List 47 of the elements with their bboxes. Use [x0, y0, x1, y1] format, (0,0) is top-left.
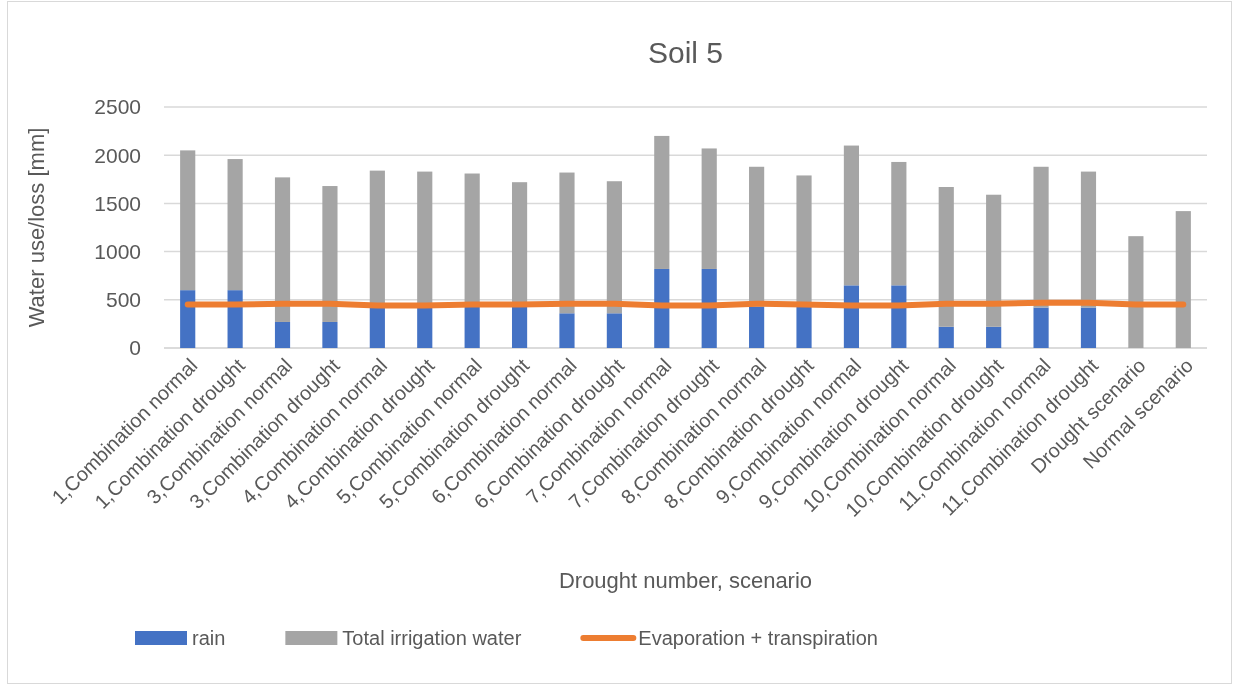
bar	[891, 285, 907, 348]
x-axis-title: Drought number, scenario	[558, 567, 813, 593]
bar	[701, 268, 717, 348]
bar	[606, 313, 622, 348]
bar	[464, 306, 480, 348]
bar	[606, 181, 622, 314]
bar	[322, 186, 338, 322]
bar	[274, 177, 291, 322]
bar	[1175, 211, 1191, 348]
y-tick-label: 500	[105, 288, 141, 312]
y-tick-label: 0	[129, 336, 141, 360]
y-tick-label: 2500	[94, 95, 141, 119]
legend-label: Total irrigation water	[342, 627, 522, 649]
y-tick-label: 1500	[94, 191, 141, 215]
legend-label: rain	[192, 627, 226, 649]
bar	[1080, 171, 1097, 308]
bar	[322, 321, 338, 348]
bar	[1033, 166, 1049, 308]
bar	[749, 306, 765, 348]
bar	[417, 306, 433, 348]
bar	[1128, 236, 1144, 348]
bar	[559, 172, 575, 314]
chart-title: Soil 5	[647, 35, 724, 69]
bar	[701, 148, 717, 269]
bar	[1080, 307, 1097, 348]
bar	[891, 161, 907, 286]
bar	[180, 150, 196, 291]
bar	[843, 285, 860, 348]
y-tick-label: 1000	[94, 239, 141, 263]
bar	[654, 268, 670, 348]
bar	[180, 290, 196, 348]
bar	[369, 306, 385, 348]
bar	[938, 326, 954, 348]
bar	[274, 321, 291, 348]
bar	[938, 187, 954, 327]
bar	[843, 145, 860, 286]
bar	[796, 306, 812, 348]
bar	[227, 159, 243, 291]
bar	[986, 194, 1002, 327]
y-axis-title: Water use/loss [mm]	[23, 127, 49, 328]
legend-label: Evaporation + transpiration	[638, 627, 878, 649]
y-tick-label: 2000	[94, 143, 141, 167]
bar	[986, 326, 1002, 348]
bar	[654, 135, 670, 269]
bar	[559, 313, 575, 348]
bar	[1033, 307, 1049, 348]
bar	[511, 306, 528, 348]
